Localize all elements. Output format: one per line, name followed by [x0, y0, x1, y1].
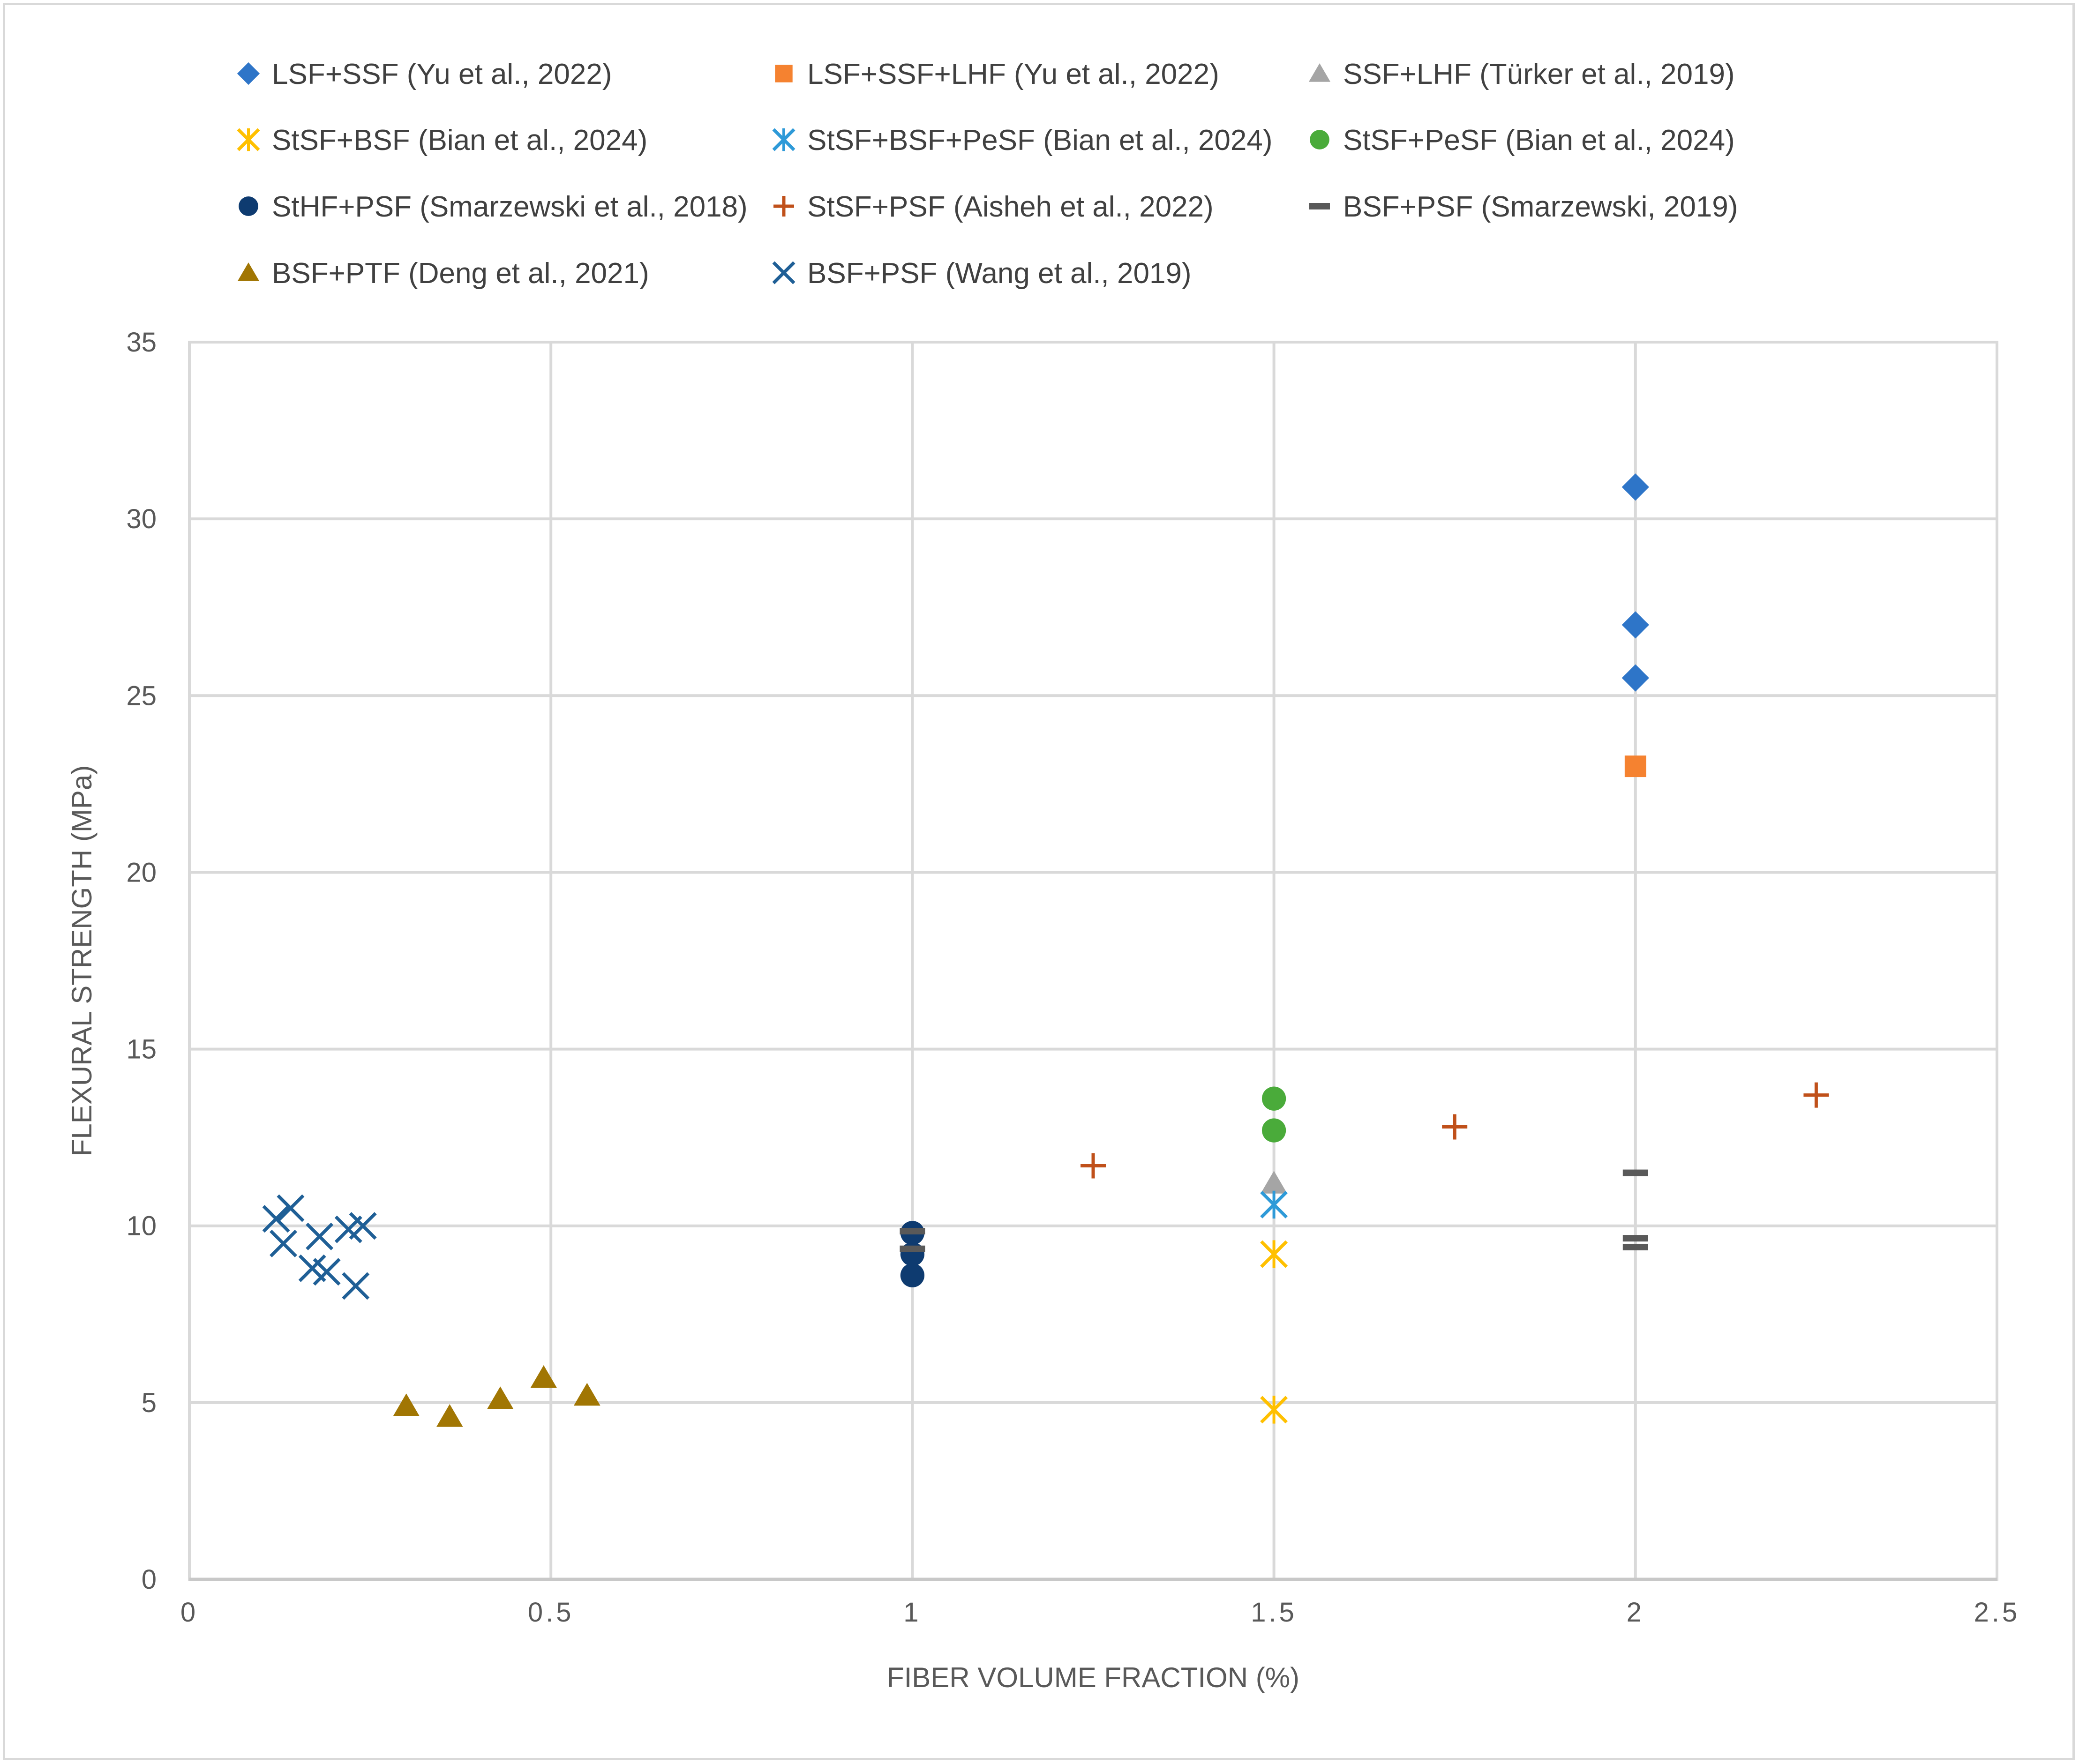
data-point	[342, 1272, 370, 1300]
legend-entry: StSF+BSF+PeSF (Bian et al., 2024)	[772, 124, 1272, 157]
data-point	[1803, 1082, 1829, 1108]
x-tick-label: 2	[1627, 1597, 1644, 1628]
data-point	[1261, 1171, 1287, 1194]
data-point	[393, 1393, 420, 1416]
tick-labels: 0 5 10 15 20 25 30 35 0 0.5 1 1.5 2 2.5	[126, 327, 2020, 1628]
data-point	[262, 1205, 290, 1233]
legend-marker	[772, 261, 796, 284]
x-tick-label: 0	[180, 1597, 198, 1628]
data-point	[1260, 1240, 1288, 1268]
y-axis-title: FLEXURAL STRENGTH (MPa)	[66, 765, 98, 1157]
legend-marker	[772, 128, 796, 151]
legend-label: BSF+PSF (Wang et al., 2019)	[807, 257, 1192, 290]
data-point	[1261, 1118, 1286, 1143]
x-tick-label: 1	[903, 1597, 921, 1628]
y-tick-label: 5	[142, 1388, 157, 1418]
data-point	[573, 1383, 600, 1406]
y-tick-label: 20	[126, 857, 157, 888]
data-points	[262, 473, 1829, 1427]
data-point	[436, 1404, 463, 1427]
legend-entry: BSF+PTF (Deng et al., 2021)	[237, 257, 649, 290]
legend-entry: LSF+SSF (Yu et al., 2022)	[237, 58, 612, 90]
legend-entry: SSF+LHF (Türker et al., 2019)	[1308, 58, 1735, 90]
data-point	[349, 1212, 377, 1240]
y-tick-label: 25	[126, 680, 157, 711]
legend-entry: StHF+PSF (Smarzewski et al., 2018)	[239, 191, 748, 223]
legend-label: StHF+PSF (Smarzewski et al., 2018)	[272, 191, 748, 223]
data-point	[277, 1194, 305, 1222]
plot-area-border	[188, 341, 1998, 1581]
legend-entry: StSF+PSF (Aisheh et al., 2022)	[773, 191, 1214, 223]
data-point	[900, 1228, 925, 1235]
legend: LSF+SSF (Yu et al., 2022) LSF+SSF+LHF (Yu…	[237, 58, 1738, 290]
legend-marker	[239, 196, 258, 216]
legend-marker	[773, 196, 794, 217]
legend-entry: BSF+PSF (Smarzewski, 2019)	[1309, 191, 1738, 223]
y-tick-label: 15	[126, 1034, 157, 1065]
x-tick-label: 0.5	[528, 1597, 574, 1628]
y-tick-label: 30	[126, 504, 157, 534]
data-point	[1622, 1243, 1648, 1250]
y-tick-label: 0	[142, 1564, 157, 1595]
data-point	[270, 1229, 297, 1257]
legend-marker	[237, 262, 260, 281]
legend-label: StSF+BSF (Bian et al., 2024)	[272, 124, 647, 157]
data-point	[1081, 1153, 1106, 1179]
data-point	[1260, 1396, 1288, 1424]
data-point	[306, 1222, 334, 1250]
x-tick-label: 1.5	[1251, 1597, 1297, 1628]
x-tick-label: 2.5	[1974, 1597, 2020, 1628]
gridlines	[188, 341, 1998, 1581]
legend-label: StSF+PSF (Aisheh et al., 2022)	[807, 191, 1214, 223]
legend-label: BSF+PTF (Deng et al., 2021)	[272, 257, 649, 290]
chart-frame	[3, 3, 2075, 1760]
legend-marker	[1310, 130, 1329, 149]
data-point	[487, 1386, 514, 1409]
y-tick-label: 10	[126, 1211, 157, 1241]
legend-entry: BSF+PSF (Wang et al., 2019)	[772, 257, 1192, 290]
legend-marker	[1309, 203, 1330, 209]
data-point	[1621, 473, 1649, 501]
data-point	[530, 1365, 557, 1388]
legend-label: StSF+BSF+PeSF (Bian et al., 2024)	[807, 124, 1272, 157]
legend-label: LSF+SSF (Yu et al., 2022)	[272, 58, 612, 90]
data-point	[313, 1258, 341, 1286]
legend-entry: LSF+SSF+LHF (Yu et al., 2022)	[775, 58, 1219, 90]
data-point	[1261, 1086, 1286, 1111]
legend-entry: StSF+PeSF (Bian et al., 2024)	[1310, 124, 1735, 157]
x-axis-title: FIBER VOLUME FRACTION (%)	[887, 1662, 1299, 1693]
axes	[188, 341, 1998, 1581]
legend-marker	[775, 65, 793, 82]
data-point	[1624, 755, 1646, 777]
legend-label: LSF+SSF+LHF (Yu et al., 2022)	[807, 58, 1219, 90]
legend-marker	[237, 62, 260, 85]
data-point	[1622, 1169, 1648, 1176]
legend-marker	[237, 128, 260, 151]
legend-label: SSF+LHF (Türker et al., 2019)	[1343, 58, 1735, 90]
legend-label: StSF+PeSF (Bian et al., 2024)	[1343, 124, 1735, 157]
legend-label: BSF+PSF (Smarzewski, 2019)	[1343, 191, 1738, 223]
data-point	[1621, 611, 1649, 639]
legend-entry: StSF+BSF (Bian et al., 2024)	[237, 124, 647, 157]
data-point	[1622, 1235, 1648, 1242]
data-point	[1621, 664, 1649, 692]
y-tick-label: 35	[126, 327, 157, 358]
data-point	[1442, 1114, 1468, 1140]
legend-marker	[1308, 63, 1331, 82]
data-point	[900, 1263, 925, 1287]
data-point	[1260, 1190, 1288, 1219]
data-point	[900, 1245, 925, 1252]
